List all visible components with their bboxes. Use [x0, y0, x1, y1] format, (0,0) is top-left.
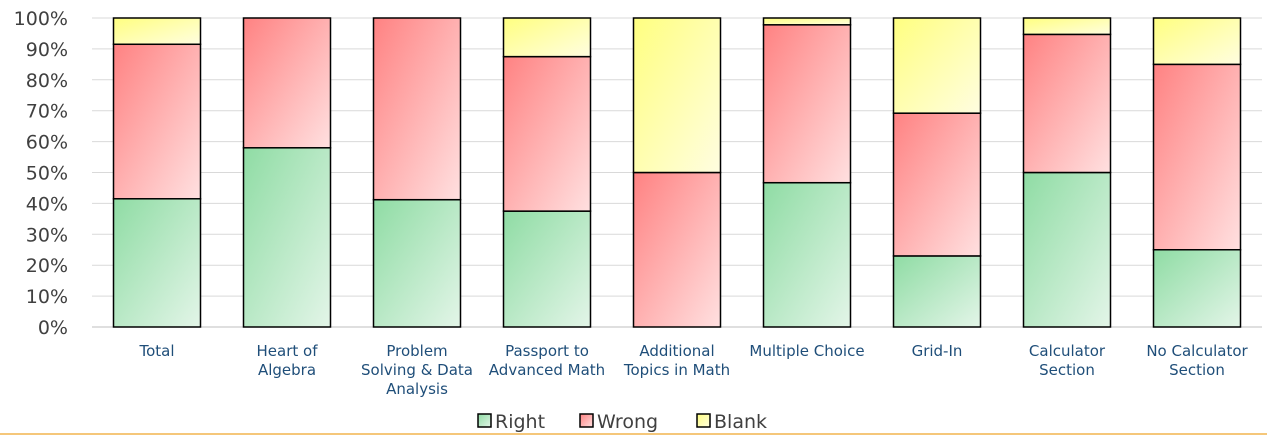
bar-stack-calculator-section: [1022, 17, 1112, 328]
bar-segment-wrong: [632, 171, 722, 328]
legend-label: Wrong: [597, 411, 658, 433]
y-tick-label: 10%: [26, 286, 68, 308]
bar-segment-right: [502, 210, 592, 328]
bar-stack-grid-in: [892, 17, 982, 328]
bar-segment-wrong: [1022, 33, 1112, 174]
x-tick-label: Multiple Choice: [749, 342, 864, 360]
x-tick-label: Total: [138, 342, 174, 360]
bar-segment-blank: [112, 17, 202, 46]
x-tick-label: Passport to Advanced Math: [489, 342, 605, 379]
bar-segment-blank: [632, 17, 722, 174]
legend-label: Blank: [714, 411, 767, 433]
bar-segment-right: [1022, 171, 1112, 328]
bottom-rule: [0, 433, 1267, 435]
bar-segment-blank: [892, 17, 982, 114]
legend-item-wrong: Wrong: [579, 411, 658, 433]
legend-swatch: [696, 413, 711, 428]
bar-segment-right: [1152, 249, 1242, 328]
legend-label: Right: [495, 411, 545, 433]
bar-segment-wrong: [112, 43, 202, 200]
bar-segment-wrong: [892, 112, 982, 257]
bar-segment-blank: [502, 17, 592, 58]
bar-segment-wrong: [372, 17, 462, 201]
x-tick-label: Problem Solving & Data Analysis: [361, 342, 473, 398]
bar-segment-wrong: [762, 24, 852, 184]
bar-segment-right: [892, 255, 982, 328]
bar-segment-blank: [1022, 17, 1112, 36]
x-tick-label: No Calculator Section: [1146, 342, 1248, 379]
bar-stack-additional-topics-in-math: [632, 17, 722, 328]
y-tick-label: 80%: [26, 70, 68, 92]
y-tick-label: 70%: [26, 101, 68, 123]
legend-item-blank: Blank: [696, 411, 767, 433]
y-tick-label: 0%: [38, 317, 68, 339]
bar-segment-right: [372, 198, 462, 328]
legend-item-right: Right: [477, 411, 545, 433]
x-tick-label: Additional Topics in Math: [623, 342, 730, 379]
y-tick-label: 30%: [26, 224, 68, 246]
bar-segment-right: [112, 198, 202, 328]
legend-swatch: [579, 413, 594, 428]
bar-stack-no-calculator-section: [1152, 17, 1242, 328]
bar-segment-wrong: [1152, 63, 1242, 251]
bar-segment-right: [242, 147, 332, 328]
legend-swatch: [477, 413, 492, 428]
x-tick-label: Grid-In: [912, 342, 963, 360]
bars: [112, 17, 1242, 328]
y-tick-label: 60%: [26, 132, 68, 154]
bar-stack-total: [112, 17, 202, 328]
bar-segment-wrong: [242, 17, 332, 149]
y-tick-label: 40%: [26, 193, 68, 215]
x-axis-ticks: Total Heart of Algebra Problem Solving & Dat…: [138, 342, 1248, 398]
y-tick-label: 20%: [26, 255, 68, 277]
bar-stack-heart-of-algebra: [242, 17, 332, 328]
legend: Right Wrong Blank: [477, 411, 767, 433]
bar-stack-problem-solving-data-analysis: [372, 17, 462, 328]
y-tick-label: 90%: [26, 39, 68, 61]
y-axis-ticks: 0% 10% 20% 30% 40% 50% 60% 70% 80% 90% 100%: [14, 8, 68, 339]
y-tick-label: 50%: [26, 163, 68, 185]
bar-segment-wrong: [502, 55, 592, 212]
y-tick-label: 100%: [14, 8, 68, 30]
bar-segment-blank: [762, 17, 852, 26]
bar-segment-right: [762, 181, 852, 328]
x-tick-label: Calculator Section: [1029, 342, 1106, 379]
bar-segment-blank: [1152, 17, 1242, 66]
bar-stack-passport-to-advanced-math: [502, 17, 592, 328]
x-tick-label: Heart of Algebra: [257, 342, 319, 379]
bar-stack-multiple-choice: [762, 17, 852, 328]
